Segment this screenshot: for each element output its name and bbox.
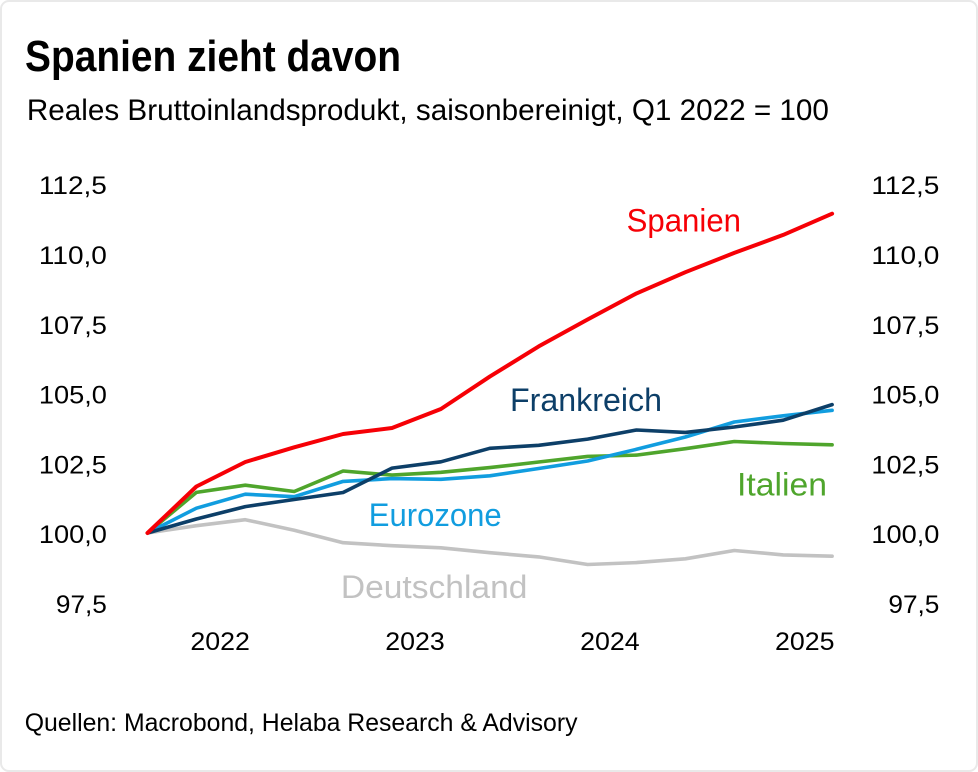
svg-text:2024: 2024 [580,628,640,656]
svg-text:110,0: 110,0 [39,242,107,270]
svg-text:102,5: 102,5 [39,451,107,479]
svg-text:Quellen: Macrobond, Helaba Res: Quellen: Macrobond, Helaba Research & Ad… [25,709,578,737]
svg-text:105,0: 105,0 [39,382,107,410]
svg-text:2023: 2023 [385,628,445,656]
svg-text:Spanien zieht davon: Spanien zieht davon [25,33,401,81]
svg-text:102,5: 102,5 [871,451,939,479]
svg-text:107,5: 107,5 [39,312,107,340]
svg-text:100,0: 100,0 [39,521,107,549]
svg-text:97,5: 97,5 [888,591,939,619]
svg-text:112,5: 112,5 [39,172,107,200]
svg-text:100,0: 100,0 [871,521,939,549]
svg-text:Reales Bruttoinlandsprodukt, s: Reales Bruttoinlandsprodukt, saisonberei… [27,94,829,127]
svg-text:Spanien: Spanien [627,203,741,239]
svg-text:Italien: Italien [737,466,827,502]
svg-text:112,5: 112,5 [871,172,939,200]
svg-text:97,5: 97,5 [56,591,107,619]
svg-text:2025: 2025 [775,628,835,656]
svg-text:110,0: 110,0 [871,242,939,270]
svg-text:2022: 2022 [190,628,250,656]
svg-text:105,0: 105,0 [871,382,939,410]
svg-text:107,5: 107,5 [871,312,939,340]
svg-text:Frankreich: Frankreich [510,382,662,418]
svg-text:Deutschland: Deutschland [341,569,528,605]
svg-text:Eurozone: Eurozone [369,497,502,533]
